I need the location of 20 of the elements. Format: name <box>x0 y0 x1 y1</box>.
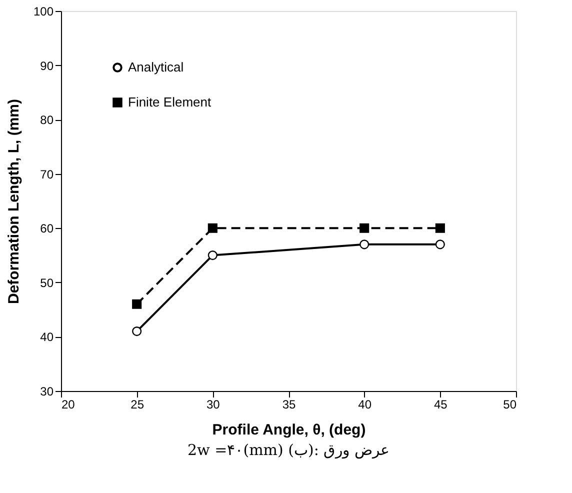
y-tick-label: 100 <box>33 4 54 18</box>
y-tick-label: 70 <box>40 167 54 182</box>
x-tick-label: 45 <box>434 398 448 412</box>
legend-label: Finite Element <box>128 94 212 110</box>
y-tick-label: 90 <box>40 58 54 73</box>
x-axis-title: Profile Angle, θ, (deg) <box>212 422 366 438</box>
x-tick-label: 30 <box>206 398 220 412</box>
y-tick-label: 50 <box>40 276 54 290</box>
text: 2w =۴۰(mm) (ب): عرض ورق <box>188 441 390 459</box>
y-tick-label: 30 <box>40 384 54 398</box>
x-tick-label: 35 <box>282 398 296 412</box>
y-tick-label: 60 <box>40 222 54 236</box>
legend-label: Analytical <box>128 60 184 74</box>
y-tick-label: 40 <box>40 330 54 344</box>
x-tick-label: 40 <box>358 398 372 412</box>
y-axis-title: Deformation Length, L, (mm) <box>5 99 22 304</box>
x-tick-label: 20 <box>62 398 76 412</box>
x-tick-label: 50 <box>503 398 517 412</box>
y-tick-label: 80 <box>40 113 54 128</box>
x-tick-label: 25 <box>130 398 144 412</box>
